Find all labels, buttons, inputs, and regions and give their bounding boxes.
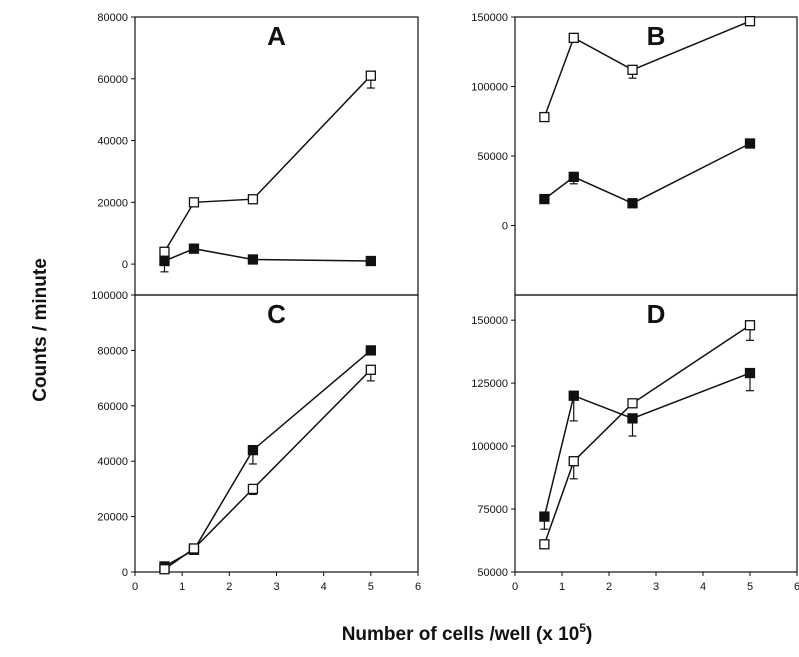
panel-b: 0 50000 100000 150000 B	[471, 12, 798, 296]
x-axis-title: Number of cells /well (x 105)	[342, 621, 593, 645]
panel-d-open-square-point	[568, 456, 579, 467]
panel-b-filled-square-point	[627, 198, 638, 209]
panel-a-filled-square-point	[159, 255, 170, 267]
panel-d-ytick-label: 150000	[471, 315, 508, 327]
panel-d-filled-series-line	[543, 372, 751, 517]
panel-d-xtick-label: 2	[606, 581, 612, 593]
x-axis-title-end: )	[586, 624, 592, 645]
panel-b-filled-square-point	[568, 171, 579, 183]
panel-c-ytick-label: 20000	[97, 512, 128, 524]
panel-c-filled-series-line	[164, 349, 372, 568]
panel-c-frame	[134, 294, 419, 573]
panel-c-xtick-label: 4	[321, 581, 327, 593]
panel-c-open-square-point	[159, 564, 170, 575]
y-axis-title: Counts / minute	[30, 258, 51, 402]
panel-d-open-square-point	[744, 320, 756, 331]
panel-a-label: A	[267, 21, 286, 51]
panel-d-ytick-label: 100000	[471, 441, 508, 453]
panel-d-open-square-point	[539, 539, 550, 550]
panel-b-ytick-label: 100000	[471, 82, 508, 94]
panel-c-xtick-label: 3	[273, 581, 279, 593]
panel-d-ytick-label: 125000	[471, 378, 508, 390]
panel-b-ytick-label: 0	[502, 221, 508, 233]
panel-a-filled-square-point	[188, 243, 200, 254]
panel-c-ytick-label: 80000	[97, 345, 128, 357]
panel-a-filled-series-line	[164, 247, 371, 262]
panel-d-xtick-label: 3	[653, 581, 659, 593]
panel-d-xtick-label: 1	[559, 581, 565, 593]
panel-d-frame	[514, 294, 798, 573]
panel-b-open-square-point	[627, 64, 638, 75]
panel-c-xtick-label: 1	[179, 581, 185, 593]
panel-b-ytick-label: 50000	[477, 151, 508, 163]
panel-d-xtick-label: 0	[512, 581, 518, 593]
panel-b-filled-square-point	[539, 193, 550, 205]
panel-c-open-square-point	[247, 483, 259, 495]
panel-c-label: C	[267, 299, 286, 329]
panel-a-open-square-point	[247, 194, 259, 205]
x-axis-title-sup: 5	[579, 621, 586, 635]
panel-b-open-series-line	[543, 20, 751, 118]
panel-d-filled-square-point	[627, 413, 638, 424]
panel-c-ytick-label: 100000	[91, 290, 128, 302]
panel-a-ytick-label: 20000	[97, 197, 128, 209]
panel-b-filled-series-line	[543, 142, 751, 205]
panel-a-ytick-label: 80000	[97, 12, 128, 24]
panel-b-open-square-point	[568, 32, 579, 43]
panel-b-frame	[514, 16, 798, 296]
panel-b-filled-square-point	[744, 138, 756, 149]
panel-d: 50000 75000 100000 125000 150000 0 1 2 3 4 5 6 D	[471, 294, 799, 593]
panel-c-open-series-line	[164, 369, 372, 570]
panel-c-ytick-label: 40000	[97, 456, 128, 468]
panel-b-ytick-label: 150000	[471, 12, 508, 24]
panel-a-filled-square-point	[365, 255, 376, 267]
panel-c: 0 20000 40000 60000 80000 100000 0 1 2 3 4 5 6 C	[91, 290, 421, 593]
panel-d-open-square-point	[627, 398, 638, 409]
panel-a: 0 20000 40000 60000 80000 A	[97, 12, 419, 296]
panel-d-filled-square-point	[539, 511, 550, 522]
panel-d-open-series-line	[543, 324, 751, 545]
panel-c-filled-square-point	[247, 444, 259, 456]
panel-b-open-square-point	[744, 16, 756, 27]
panel-a-frame	[134, 16, 419, 296]
panel-c-xtick-label: 2	[226, 581, 232, 593]
panel-b-open-square-point	[539, 111, 550, 123]
panel-d-filled-square-point	[568, 390, 579, 401]
panel-d-label: D	[647, 299, 666, 329]
panel-d-ytick-label: 50000	[477, 567, 508, 579]
panel-d-xtick-label: 4	[700, 581, 706, 593]
panel-c-open-square-point	[188, 543, 200, 554]
x-axis-title-main: Number of cells /well (x 10	[342, 624, 580, 645]
plots: 020000400006000080000A050000100000150000…	[91, 12, 799, 593]
panel-c-filled-square-point	[365, 345, 376, 356]
panel-c-xtick-label: 6	[415, 581, 421, 593]
panel-d-xtick-label: 6	[794, 581, 799, 593]
panel-a-open-square-point	[188, 197, 200, 208]
panel-c-ytick-label: 0	[122, 567, 128, 579]
panel-c-xtick-label: 5	[368, 581, 374, 593]
panel-c-ytick-label: 60000	[97, 401, 128, 413]
panel-a-ytick-label: 60000	[97, 74, 128, 86]
panel-b-label: B	[647, 21, 666, 51]
panel-d-xtick-label: 5	[747, 581, 753, 593]
panel-a-open-series-line	[163, 75, 372, 253]
panel-c-open-square-point	[365, 364, 376, 375]
panel-a-ytick-label: 0	[122, 259, 128, 271]
panel-a-open-square-point	[159, 246, 170, 257]
panel-a-filled-square-point	[247, 254, 259, 265]
panel-c-xtick-label: 0	[132, 581, 138, 593]
panel-a-open-square-point	[365, 70, 376, 81]
panel-d-filled-square-point	[744, 367, 756, 379]
panel-d-ytick-label: 75000	[477, 504, 508, 516]
panel-a-ytick-label: 40000	[97, 136, 128, 148]
